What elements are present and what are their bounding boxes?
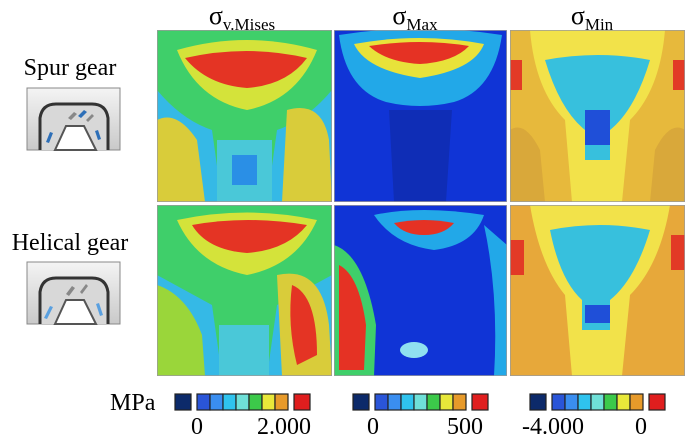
gear-thumbnail [26, 87, 121, 151]
color-swatch [471, 393, 489, 411]
unit-label: MPa [110, 390, 156, 416]
scale-min: 0 [367, 414, 379, 440]
colorbars [174, 393, 666, 411]
color-swatch [352, 393, 370, 411]
stress-plot [510, 30, 685, 202]
stress-plot [157, 205, 332, 376]
color-swatch [374, 393, 389, 411]
color-swatch [629, 393, 644, 411]
stress-plot [334, 30, 507, 202]
color-swatch [274, 393, 289, 411]
scale-min: 0 [191, 414, 203, 440]
color-swatch [209, 393, 224, 411]
color-swatch [222, 393, 237, 411]
color-swatch [577, 393, 592, 411]
color-swatch [551, 393, 566, 411]
color-swatch [426, 393, 441, 411]
stress-plot [157, 30, 332, 202]
gear-thumbnail [26, 261, 121, 325]
column-header: σv.Mises [209, 1, 275, 34]
stress-plot [510, 205, 685, 376]
color-swatch [293, 393, 311, 411]
color-swatch [529, 393, 547, 411]
color-swatch [235, 393, 250, 411]
color-swatch [616, 393, 631, 411]
color-swatch [564, 393, 579, 411]
scale-max: 0 [635, 414, 647, 440]
color-swatch [452, 393, 467, 411]
stress-plot [334, 205, 507, 376]
column-header: σMax [392, 1, 438, 34]
scale-max: 2.000 [257, 414, 311, 440]
column-header: σMin [571, 1, 614, 34]
row-label: Spur gear [24, 55, 117, 81]
color-swatch [248, 393, 263, 411]
scale-max: 500 [447, 414, 483, 440]
color-swatch [603, 393, 618, 411]
color-swatch [648, 393, 666, 411]
scale-min: -4.000 [522, 414, 584, 440]
color-swatch [413, 393, 428, 411]
color-swatch [387, 393, 402, 411]
color-swatch [196, 393, 211, 411]
color-swatch [439, 393, 454, 411]
color-swatch [590, 393, 605, 411]
color-swatch [400, 393, 415, 411]
row-label: Helical gear [12, 230, 129, 256]
color-swatch [174, 393, 192, 411]
color-swatch [261, 393, 276, 411]
